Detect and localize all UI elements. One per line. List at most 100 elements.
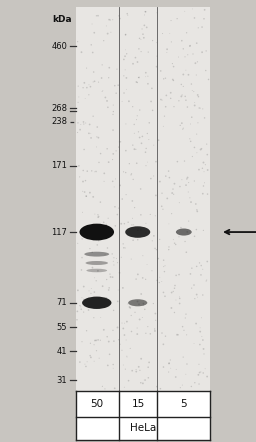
Point xyxy=(97,354,101,362)
Point xyxy=(112,338,116,345)
Point xyxy=(193,15,197,22)
Point xyxy=(143,377,147,384)
Point xyxy=(153,328,157,335)
Point xyxy=(205,373,209,380)
Point xyxy=(102,170,106,177)
Point xyxy=(134,116,138,123)
Point xyxy=(202,351,206,358)
Point xyxy=(113,385,117,392)
Point xyxy=(92,358,96,365)
Point xyxy=(123,31,127,38)
Point xyxy=(146,364,150,371)
Point xyxy=(203,161,207,168)
Point xyxy=(120,320,124,327)
Point xyxy=(183,314,187,321)
Point xyxy=(202,15,206,22)
Point xyxy=(90,249,94,256)
Point xyxy=(201,183,206,190)
Point xyxy=(190,5,195,12)
Point xyxy=(167,360,171,367)
Point xyxy=(97,213,101,220)
Point xyxy=(84,193,88,200)
Point xyxy=(169,38,173,46)
Point xyxy=(163,333,167,340)
Point xyxy=(155,383,159,390)
Point xyxy=(181,354,185,361)
Point xyxy=(102,178,106,185)
Point xyxy=(132,145,136,152)
Point xyxy=(196,24,200,31)
Point xyxy=(171,186,175,193)
Point xyxy=(122,56,126,63)
Point xyxy=(139,379,143,386)
Point xyxy=(138,367,142,374)
Point xyxy=(122,244,126,251)
Point xyxy=(128,345,132,352)
Text: 41: 41 xyxy=(57,347,67,356)
Point xyxy=(158,236,162,243)
Point xyxy=(134,146,138,153)
Point xyxy=(137,316,142,323)
Point xyxy=(108,227,112,234)
Point xyxy=(139,36,143,43)
Point xyxy=(184,371,188,378)
Point xyxy=(197,361,201,368)
Point xyxy=(136,271,140,278)
Point xyxy=(111,126,115,133)
Point xyxy=(168,30,172,37)
Point xyxy=(173,282,177,289)
Point xyxy=(162,363,166,370)
Point xyxy=(117,138,121,145)
Point xyxy=(206,191,210,198)
Point xyxy=(134,79,138,86)
Point xyxy=(162,113,166,120)
Point xyxy=(124,169,128,176)
Point xyxy=(111,16,115,23)
Point xyxy=(137,74,141,81)
Point xyxy=(80,235,84,242)
Point xyxy=(85,358,89,365)
Point xyxy=(137,134,142,141)
Point xyxy=(143,149,147,156)
Point xyxy=(108,16,112,23)
Point xyxy=(123,244,127,251)
Point xyxy=(165,46,169,53)
Text: 460: 460 xyxy=(51,42,67,51)
Point xyxy=(88,245,92,252)
Point xyxy=(137,301,141,308)
Point xyxy=(204,278,208,285)
Point xyxy=(103,385,107,392)
Text: 238: 238 xyxy=(51,117,67,126)
Point xyxy=(89,290,93,297)
Point xyxy=(167,168,171,175)
Point xyxy=(80,254,84,261)
Point xyxy=(142,22,146,29)
Point xyxy=(180,91,184,99)
Point xyxy=(114,255,119,262)
Point xyxy=(89,41,93,48)
Point xyxy=(118,15,122,22)
Point xyxy=(152,172,156,179)
Point xyxy=(167,244,171,251)
Point xyxy=(88,121,92,128)
Point xyxy=(188,42,192,50)
Point xyxy=(97,159,101,166)
Point xyxy=(172,63,176,70)
Point xyxy=(95,241,99,248)
Point xyxy=(192,178,196,185)
Point xyxy=(150,267,154,274)
Point xyxy=(97,237,101,244)
Point xyxy=(111,102,115,109)
Point xyxy=(198,369,202,376)
Point xyxy=(84,119,88,126)
Point xyxy=(96,267,100,274)
Point xyxy=(186,174,190,181)
Point xyxy=(116,286,120,293)
Point xyxy=(117,12,121,19)
Point xyxy=(179,81,183,88)
Point xyxy=(131,60,135,67)
Point xyxy=(111,258,115,265)
Point xyxy=(94,143,99,150)
Text: 31: 31 xyxy=(57,376,67,385)
Point xyxy=(116,205,121,212)
